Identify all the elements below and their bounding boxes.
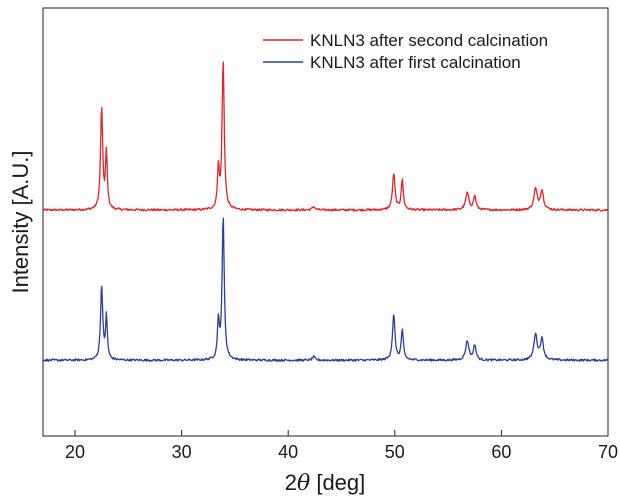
x-tick-label: 30 (172, 442, 192, 462)
x-axis-label-suffix: [deg] (310, 470, 365, 495)
x-tick-label: 50 (385, 442, 405, 462)
series-line-second-calcination (42, 61, 608, 212)
x-axis-label: 2θ [deg] (285, 470, 366, 496)
y-axis-label: Intensity [A.U.] (8, 150, 33, 293)
x-tick-label: 70 (598, 442, 618, 462)
x-axis-label-prefix: 2 (285, 470, 297, 495)
x-axis-label-symbol: θ (297, 471, 310, 496)
x-axis-ticks: 20 30 40 50 60 70 (65, 430, 618, 462)
plot-area-frame (42, 7, 609, 437)
x-tick-label: 20 (65, 442, 85, 462)
legend-label-second-calcination: KNLN3 after second calcination (310, 31, 548, 50)
x-tick-label: 40 (278, 442, 298, 462)
legend-label-first-calcination: KNLN3 after first calcination (310, 53, 521, 72)
x-tick-label: 60 (491, 442, 511, 462)
series-line-first-calcination (42, 217, 609, 362)
legend: KNLN3 after second calcination KNLN3 aft… (263, 31, 548, 72)
